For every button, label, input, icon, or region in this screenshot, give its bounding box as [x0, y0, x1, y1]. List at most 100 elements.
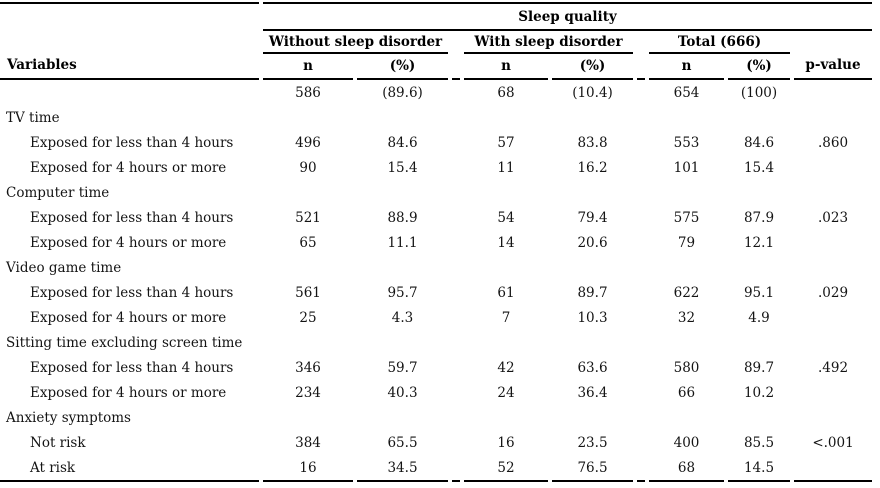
data-cell: 79.4	[577, 209, 608, 226]
data-cell: 14.5	[728, 455, 790, 482]
spacer-cell	[637, 80, 645, 105]
table-body: 586 (89.6) 68 (10.4) 654 (100) TV time Exposed …	[0, 80, 873, 482]
spacer-cell	[452, 405, 460, 430]
table-row: At risk 16 34.5 52 76.5 68 14.5	[0, 455, 873, 482]
data-cell	[357, 180, 448, 205]
data-cell: 561	[295, 284, 321, 301]
data-cell: 84.6	[387, 134, 418, 151]
data-cell: 16	[497, 434, 515, 451]
spacer-cell	[637, 380, 645, 405]
data-cell: 95.1	[743, 284, 775, 301]
data-cell	[552, 180, 633, 205]
data-cell: 4.9	[748, 309, 770, 326]
table-header: Variables Sleep quality Without sleep di…	[0, 2, 873, 80]
data-cell	[464, 180, 548, 205]
spacer-cell	[452, 280, 460, 305]
spacer-cell	[637, 305, 645, 330]
data-cell	[794, 405, 872, 430]
column-header-n-without: n	[263, 54, 353, 80]
variables-column-header: Variables	[0, 2, 259, 80]
table-row: Exposed for less than 4 hours 496 84.6 57 83…	[0, 130, 872, 155]
data-cell: .492	[817, 359, 849, 376]
spacer-cell	[637, 430, 645, 455]
data-cell	[728, 330, 790, 355]
column-header-n-total: n	[649, 54, 724, 80]
spacer-cell	[452, 355, 460, 380]
data-cell: 384	[295, 434, 321, 451]
data-cell: 89.7	[743, 359, 775, 376]
data-cell: 11.1	[387, 234, 418, 251]
data-cell: 89.7	[577, 284, 608, 301]
group-header-without-sleep-disorder: Without sleep disorder	[263, 31, 448, 54]
data-cell: 15.4	[387, 159, 418, 176]
spacer-cell	[637, 155, 645, 180]
data-cell	[649, 330, 724, 355]
data-cell: 54	[497, 209, 515, 226]
table-row: Exposed for 4 hours or more 90 15.4 11 16.2 1…	[0, 155, 872, 180]
data-cell: 586	[295, 84, 321, 101]
data-cell: <.001	[812, 434, 854, 451]
spacer-cell	[637, 405, 645, 430]
column-header-pct-with: (%)	[552, 54, 633, 80]
spacer-cell	[452, 205, 460, 230]
data-cell	[552, 330, 633, 355]
column-header-pct-total: (%)	[728, 54, 790, 80]
table-row: Exposed for less than 4 hours 561 95.7 61 89…	[0, 280, 872, 305]
spacer-cell	[452, 54, 460, 80]
header-row-groups: Without sleep disorder With sleep disord…	[0, 31, 873, 80]
data-cell: 24	[497, 384, 515, 401]
data-cell	[794, 305, 872, 330]
spacer-cell	[452, 380, 460, 405]
data-cell: 57	[497, 134, 515, 151]
data-cell: 553	[673, 134, 700, 151]
data-cell	[464, 105, 548, 130]
data-cell	[552, 255, 633, 280]
data-cell: 12.1	[743, 234, 775, 251]
data-cell	[263, 255, 353, 280]
data-cell: (100)	[740, 84, 778, 101]
data-cell	[357, 330, 448, 355]
data-cell: 11	[497, 159, 515, 176]
table-row: 586 (89.6) 68 (10.4) 654 (100)	[0, 80, 872, 105]
data-cell: 90	[299, 159, 317, 176]
spacer-cell	[452, 430, 460, 455]
data-cell	[794, 80, 872, 105]
spacer-cell	[637, 330, 645, 355]
spacer-cell	[637, 355, 645, 380]
table-row: Exposed for 4 hours or more 65 11.1 14 20.6 7…	[0, 230, 872, 255]
data-cell: 79	[677, 234, 696, 251]
data-cell: 15.4	[743, 159, 775, 176]
row-label: TV time	[6, 109, 60, 126]
table-row: Sitting time excluding screen time	[0, 330, 872, 355]
row-label: Exposed for less than 4 hours	[30, 134, 234, 151]
data-cell: 101	[673, 159, 700, 176]
spacer-cell	[452, 80, 460, 105]
row-label: Exposed for less than 4 hours	[30, 284, 234, 301]
data-cell: 68	[497, 84, 515, 101]
spacer-cell	[452, 330, 460, 355]
data-cell	[464, 405, 548, 430]
spacer-cell	[452, 180, 460, 205]
spacer-cell	[637, 105, 645, 130]
header-row-subcolumns: n (%) n (%) n (%)	[0, 54, 872, 80]
table-row: Not risk 384 65.5 16 23.5 400 85.5 <.001	[0, 430, 872, 455]
spacer-cell	[452, 455, 460, 482]
data-cell: 400	[673, 434, 700, 451]
data-cell: 52	[464, 455, 548, 482]
row-label: Computer time	[6, 184, 110, 201]
row-label: Not risk	[30, 434, 86, 451]
data-cell: 76.5	[552, 455, 633, 482]
data-cell	[464, 255, 548, 280]
data-cell: 654	[673, 84, 700, 101]
data-cell: 7	[501, 309, 511, 326]
data-cell: .029	[817, 284, 849, 301]
row-label: Anxiety symptoms	[6, 409, 131, 426]
spacer-cell	[452, 305, 460, 330]
data-cell	[794, 180, 872, 205]
row-label: Exposed for less than 4 hours	[30, 209, 234, 226]
data-cell	[649, 105, 724, 130]
spacer-cell	[637, 31, 645, 54]
data-cell: (10.4)	[572, 84, 613, 101]
data-cell	[649, 255, 724, 280]
column-header-n-with: n	[464, 54, 548, 80]
